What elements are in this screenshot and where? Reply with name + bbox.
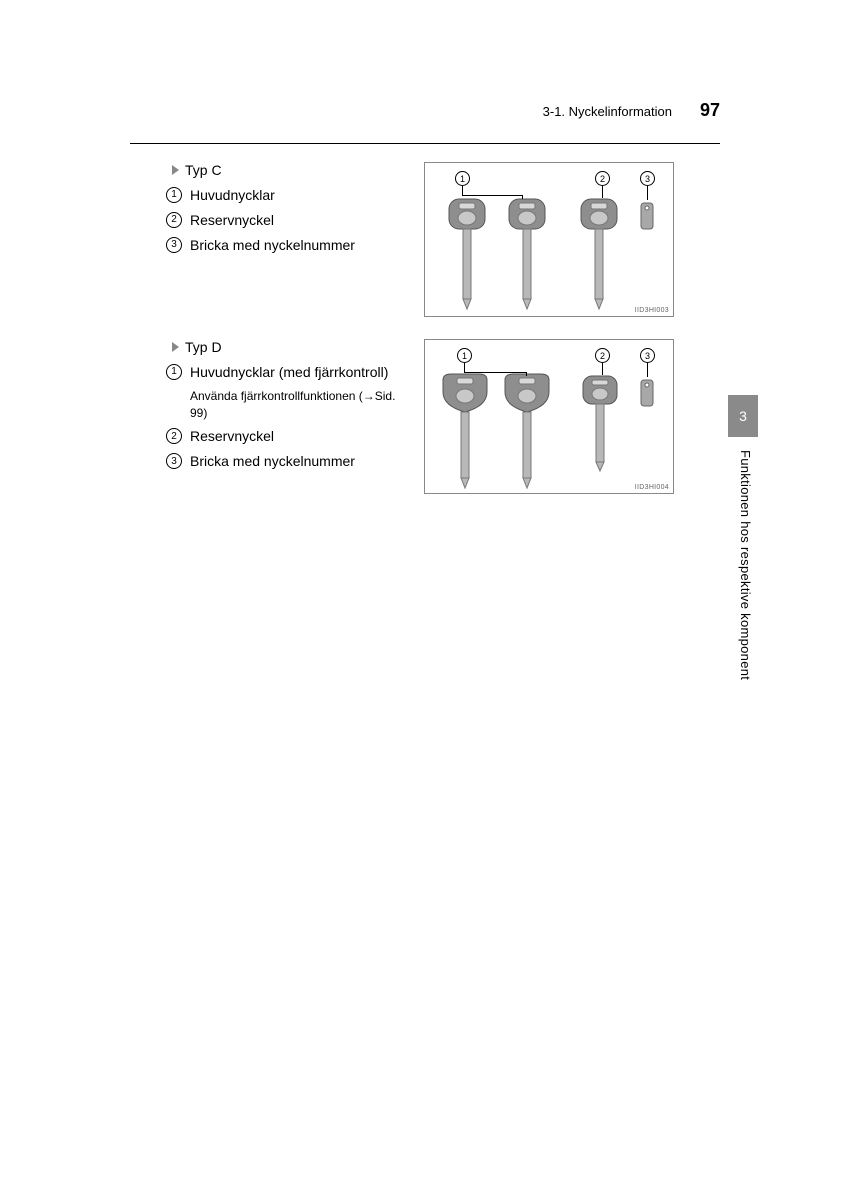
circled-number-icon: 3: [166, 237, 182, 253]
page-number: 97: [700, 100, 720, 121]
list-item: 2 Reservnyckel: [166, 427, 410, 446]
type-d-figure: 1 2 3: [424, 339, 674, 494]
chapter-tab: 3: [728, 395, 758, 437]
figure-code: IID3HI004: [635, 484, 669, 491]
item-text: Bricka med nyckelnummer: [190, 236, 355, 255]
lead-line: [647, 186, 648, 200]
callout-circle: 2: [595, 171, 610, 186]
callout-circle: 2: [595, 348, 610, 363]
list-item: 1 Huvudnycklar (med fjärrkontroll): [166, 363, 410, 382]
triangle-icon: [172, 342, 179, 352]
circled-number-icon: 1: [166, 364, 182, 380]
circled-number-icon: 2: [166, 212, 182, 228]
item-text: Huvudnycklar: [190, 186, 275, 205]
lead-line: [464, 363, 465, 372]
list-item: 1 Huvudnycklar: [166, 186, 410, 205]
list-item: 2 Reservnyckel: [166, 211, 410, 230]
lead-line: [602, 363, 603, 375]
triangle-icon: [172, 165, 179, 175]
item-text: Bricka med nyckelnummer: [190, 452, 355, 471]
lead-line: [602, 186, 603, 198]
figure-code: IID3HI003: [635, 307, 669, 314]
lead-line: [462, 195, 522, 196]
page-header: 3-1. Nyckelinformation 97: [130, 100, 720, 121]
item-text: Reservnyckel: [190, 427, 274, 446]
callout-circle: 1: [455, 171, 470, 186]
chapter-number: 3: [739, 408, 747, 424]
type-c-text: Typ C 1 Huvudnycklar 2 Reservnyckel 3 Br…: [130, 162, 410, 317]
list-item: 3 Bricka med nyckelnummer: [166, 236, 410, 255]
type-d-block: Typ D 1 Huvudnycklar (med fjärrkontroll)…: [130, 339, 720, 494]
type-c-figure-col: 1 2 3: [424, 162, 674, 317]
lead-line: [462, 186, 463, 195]
lead-line: [647, 363, 648, 377]
page-content: 3-1. Nyckelinformation 97 Typ C 1 Huvudn…: [130, 100, 720, 516]
callout-circle: 1: [457, 348, 472, 363]
type-c-heading: Typ C: [172, 162, 410, 178]
lead-line: [522, 195, 523, 199]
section-label: 3-1. Nyckelinformation: [543, 104, 672, 119]
circled-number-icon: 3: [166, 453, 182, 469]
list-item: 3 Bricka med nyckelnummer: [166, 452, 410, 471]
type-c-figure: 1 2 3: [424, 162, 674, 317]
type-c-label: Typ C: [185, 162, 222, 178]
type-d-text: Typ D 1 Huvudnycklar (med fjärrkontroll)…: [130, 339, 410, 494]
keys-illustration: [425, 340, 675, 495]
callout-circle: 3: [640, 348, 655, 363]
circled-number-icon: 1: [166, 187, 182, 203]
callout-circle: 3: [640, 171, 655, 186]
item-text: Huvudnycklar (med fjärrkontroll): [190, 363, 388, 382]
item-subnote: Använda fjärrkontrollfunktionen (→Sid. 9…: [190, 388, 410, 422]
header-rule: [130, 143, 720, 144]
type-d-figure-col: 1 2 3: [424, 339, 674, 494]
item-text: Reservnyckel: [190, 211, 274, 230]
lead-line: [464, 372, 526, 373]
type-d-heading: Typ D: [172, 339, 410, 355]
circled-number-icon: 2: [166, 428, 182, 444]
type-d-label: Typ D: [185, 339, 222, 355]
lead-line: [526, 372, 527, 376]
side-chapter-title: Funktionen hos respektive komponent: [738, 450, 753, 680]
type-c-block: Typ C 1 Huvudnycklar 2 Reservnyckel 3 Br…: [130, 162, 720, 317]
content-area: Typ C 1 Huvudnycklar 2 Reservnyckel 3 Br…: [130, 162, 720, 494]
